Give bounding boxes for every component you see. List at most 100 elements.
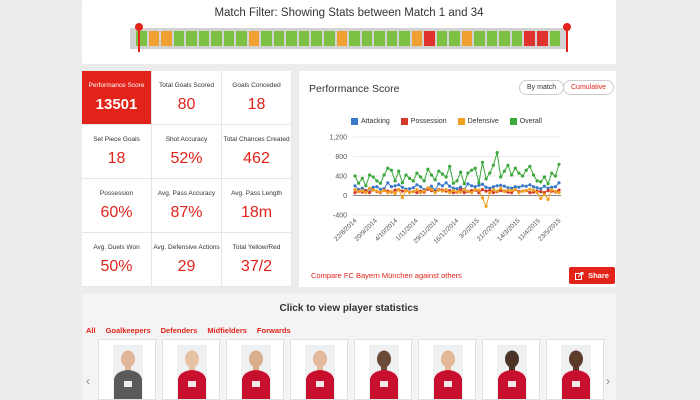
data-point (484, 177, 488, 181)
match-cell[interactable] (461, 31, 473, 46)
category-tab[interactable]: Midfielders (207, 326, 247, 335)
data-point (542, 175, 546, 179)
range-start-handle[interactable] (135, 23, 143, 52)
match-cell[interactable] (186, 31, 197, 46)
stat-tile: Total Yellow/Red 37/2 (222, 233, 292, 287)
match-cell[interactable] (148, 31, 160, 46)
match-cell[interactable] (273, 31, 285, 46)
match-cell[interactable] (236, 31, 247, 46)
data-point (378, 181, 383, 185)
match-cell[interactable] (211, 31, 222, 46)
match-cell[interactable] (386, 31, 398, 46)
match-cell[interactable] (549, 31, 561, 46)
match-cell[interactable] (286, 31, 297, 46)
legend-item[interactable]: Defensive (457, 118, 499, 125)
stat-label: Total Yellow/Red (232, 244, 281, 251)
match-cell[interactable] (436, 31, 448, 46)
data-point (389, 185, 393, 189)
data-point (353, 188, 357, 192)
match-cell[interactable] (223, 31, 235, 46)
data-point (557, 191, 561, 195)
player-card[interactable] (98, 339, 156, 400)
data-point (400, 195, 404, 200)
share-icon (575, 271, 584, 280)
category-tab[interactable]: All (86, 326, 96, 335)
match-cell[interactable] (336, 31, 348, 46)
compare-link[interactable]: Compare FC Bayern München against others (311, 271, 462, 280)
match-cell[interactable] (198, 31, 210, 46)
legend-item[interactable]: Overall (509, 118, 542, 125)
data-point (378, 187, 383, 191)
match-cell[interactable] (136, 31, 147, 46)
by-match-toggle[interactable]: By match (519, 80, 565, 95)
match-cell[interactable] (411, 31, 423, 46)
data-point (546, 186, 550, 190)
match-cells[interactable] (136, 31, 561, 46)
data-point (419, 191, 423, 195)
stat-value: 87% (170, 204, 203, 221)
data-point (484, 185, 488, 189)
player-card[interactable] (162, 339, 220, 400)
player-card[interactable] (290, 339, 348, 400)
category-tab[interactable]: Goalkeepers (105, 326, 151, 335)
match-cell[interactable] (499, 31, 510, 46)
data-point (517, 171, 521, 175)
data-point (419, 185, 423, 189)
legend-label: Overall (519, 118, 542, 125)
match-cell[interactable] (524, 31, 535, 46)
data-point (437, 188, 441, 192)
legend-swatch (509, 118, 517, 125)
data-point (368, 191, 372, 195)
data-point (415, 188, 419, 192)
data-point (433, 178, 437, 182)
category-tab[interactable]: Forwards (256, 326, 291, 335)
match-cell[interactable] (511, 31, 523, 46)
match-cell[interactable] (424, 31, 435, 46)
data-point (426, 186, 430, 190)
match-cell[interactable] (311, 31, 322, 46)
match-cell[interactable] (486, 31, 498, 46)
performance-chart-panel: Performance Score By match Cumulative At… (299, 71, 616, 287)
player-card[interactable] (418, 339, 476, 400)
range-end-handle[interactable] (563, 23, 571, 52)
prev-arrow-icon[interactable]: ‹ (86, 374, 90, 388)
match-cell[interactable] (349, 31, 360, 46)
data-point (426, 167, 430, 171)
match-cell[interactable] (298, 31, 310, 46)
match-cell[interactable] (323, 31, 335, 46)
match-cell[interactable] (374, 31, 385, 46)
match-strip[interactable] (130, 28, 566, 49)
y-tick-label: 800 (335, 154, 347, 161)
legend-item[interactable]: Attacking (351, 118, 390, 125)
stat-tile: Goals Conceded 18 (222, 71, 292, 125)
legend-item[interactable]: Possession (400, 118, 447, 125)
match-cell[interactable] (399, 31, 410, 46)
match-cell[interactable] (161, 31, 172, 46)
player-category-tabs: All Goalkeepers Defenders Midfielders Forwar… (86, 326, 291, 335)
player-photo (177, 345, 207, 399)
category-tab[interactable]: Defenders (160, 326, 198, 335)
match-cell[interactable] (173, 31, 185, 46)
next-arrow-icon[interactable]: › (606, 374, 610, 388)
match-cell[interactable] (474, 31, 485, 46)
cumulative-toggle[interactable]: Cumulative (563, 80, 615, 95)
match-cell[interactable] (537, 31, 548, 46)
player-card[interactable] (226, 339, 284, 400)
match-cell[interactable] (261, 31, 272, 46)
match-cell[interactable] (361, 31, 373, 46)
data-point (382, 173, 386, 177)
player-card[interactable] (354, 339, 412, 400)
data-point (499, 175, 503, 179)
match-cell[interactable] (248, 31, 260, 46)
data-point (521, 184, 525, 188)
data-point (542, 184, 546, 188)
data-point (389, 168, 393, 172)
share-button[interactable]: Share (569, 267, 615, 284)
data-point (506, 163, 510, 167)
player-card[interactable] (482, 339, 540, 400)
data-point (386, 166, 390, 170)
y-tick-label: -400 (333, 213, 347, 220)
player-card[interactable] (546, 339, 604, 400)
match-cell[interactable] (449, 31, 460, 46)
stat-tile: Shot Accuracy 52% (152, 125, 222, 179)
